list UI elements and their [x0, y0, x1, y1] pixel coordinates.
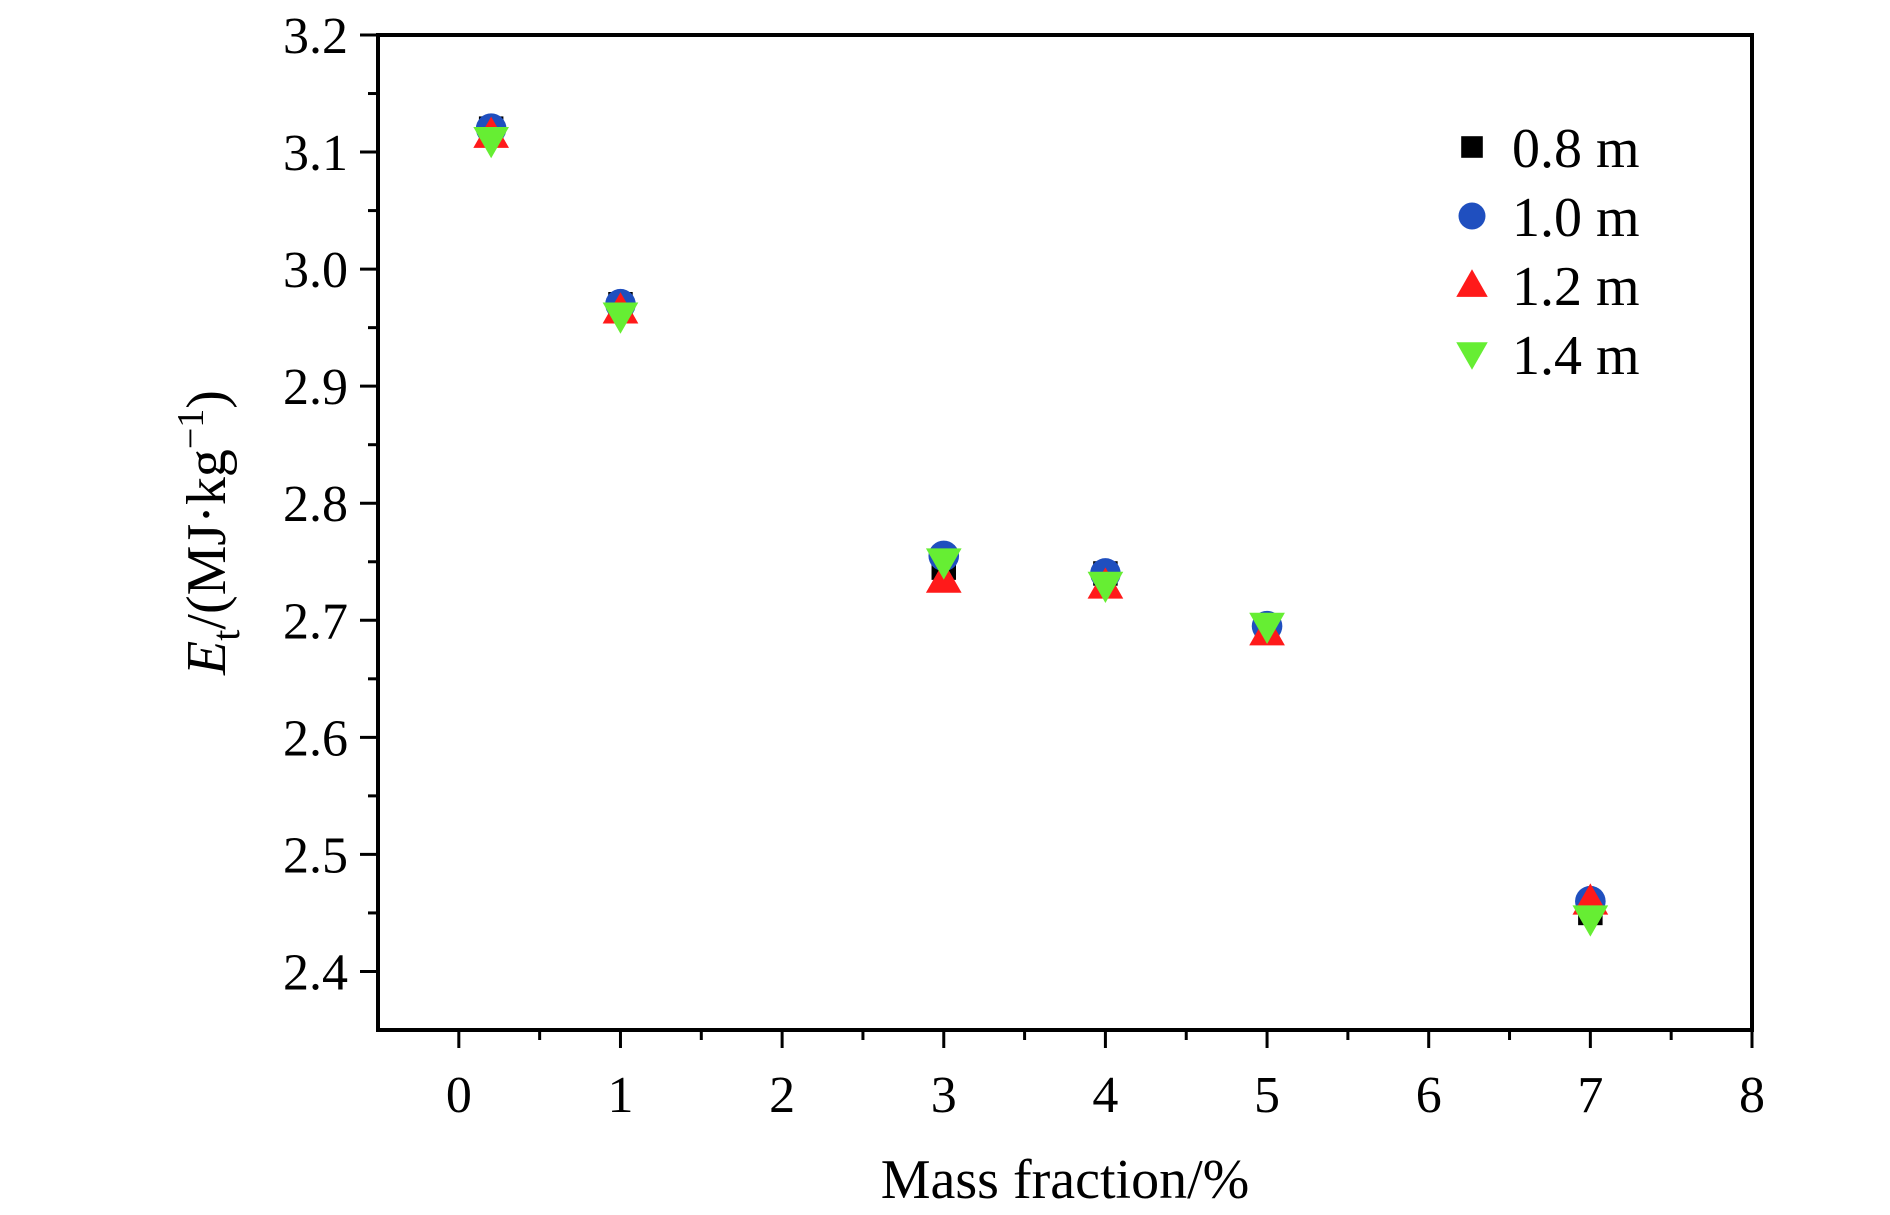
axis-ticks: 0 1 2 3 4 5 6 7 8 2.4 2.5 2.6 2.7 2.8 2.9 3.0 3.1 3.2 — [283, 8, 1765, 1124]
legend-label: 1.2 m — [1512, 256, 1640, 318]
y-tick-label: 2.6 — [283, 710, 348, 767]
plot-frame — [376, 33, 1754, 1032]
y-axis-title-close: ) — [176, 390, 238, 409]
data-point — [473, 126, 510, 159]
series-triangle-down — [473, 126, 1609, 937]
y-axis-title-unit: /(MJ·kg — [176, 449, 238, 629]
x-tick-label: 5 — [1254, 1067, 1280, 1124]
series-circle — [475, 113, 1606, 917]
data-point — [925, 548, 962, 580]
legend-marker — [1456, 342, 1488, 370]
y-axis-title: Et/(MJ·kg−1) — [170, 390, 248, 676]
x-tick-label: 6 — [1416, 1067, 1442, 1124]
x-tick-label: 4 — [1092, 1067, 1118, 1124]
y-axis-title-symbol: E — [176, 641, 238, 676]
data-point — [1249, 612, 1285, 644]
legend: 0.8 m 1.0 m 1.2 m 1.4 m — [1456, 118, 1640, 387]
data-point — [602, 302, 639, 334]
y-tick-label: 3.2 — [283, 8, 348, 65]
legend-label: 1.0 m — [1512, 187, 1640, 249]
legend-marker — [1461, 136, 1483, 158]
series-square — [478, 116, 1603, 926]
x-tick-label: 2 — [769, 1067, 795, 1124]
x-tick-label: 7 — [1577, 1067, 1603, 1124]
y-axis-title-superscript: −1 — [170, 409, 212, 449]
series-triangle-up — [473, 116, 1609, 915]
y-tick-label: 2.7 — [283, 593, 348, 650]
x-tick-label: 0 — [446, 1067, 472, 1124]
y-tick-label: 3.1 — [283, 125, 348, 182]
legend-label: 0.8 m — [1512, 118, 1640, 180]
y-tick-label: 2.5 — [283, 827, 348, 884]
y-axis-title-subscript: t — [203, 630, 248, 641]
y-tick-label: 2.8 — [283, 476, 348, 533]
legend-label: 1.4 m — [1512, 325, 1640, 387]
data-point — [1087, 571, 1124, 604]
x-tick-label: 8 — [1739, 1067, 1765, 1124]
x-tick-label: 1 — [607, 1067, 633, 1124]
data-point — [1572, 905, 1609, 937]
x-axis-title: Mass fraction/% — [881, 1149, 1250, 1211]
x-tick-label: 3 — [931, 1067, 957, 1124]
data-points — [473, 113, 1609, 937]
legend-marker — [1456, 269, 1488, 297]
y-tick-label: 2.4 — [283, 944, 348, 1001]
y-tick-label: 2.9 — [283, 359, 348, 416]
legend-marker — [1458, 202, 1486, 230]
y-tick-label: 3.0 — [283, 242, 348, 299]
